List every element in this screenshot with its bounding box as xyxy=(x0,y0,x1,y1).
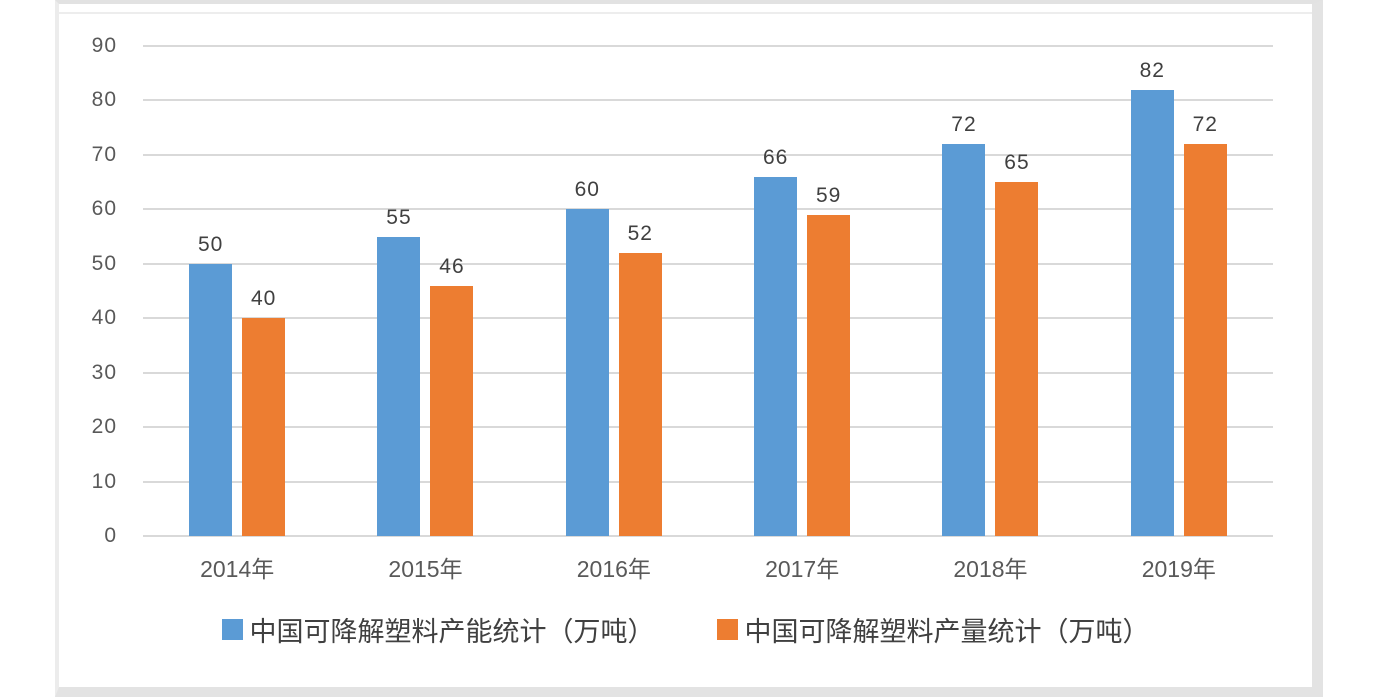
legend-item-series1: 中国可降解塑料产能统计（万吨） xyxy=(221,610,655,649)
x-tick-label: 2016年 xyxy=(576,556,651,582)
gridline-y40 xyxy=(143,317,1273,320)
x-axis: 2014年 2015年 2016年 2017年 2018年 2019年 xyxy=(143,550,1273,582)
plot-area: 50 40 55 46 60 52 66 59 72 65 82 72 xyxy=(143,45,1273,537)
y-tick-label: 70 xyxy=(91,142,117,166)
legend-item-series2: 中国可降解塑料产量统计（万吨） xyxy=(716,610,1150,649)
bar-value-label: 52 xyxy=(627,221,653,245)
chart-legend: 中国可降解塑料产能统计（万吨） 中国可降解塑料产量统计（万吨） xyxy=(59,606,1312,652)
bar-group-2017年: 66 59 xyxy=(708,46,896,536)
bar-value-label: 40 xyxy=(250,287,277,311)
bar-value-label: 65 xyxy=(1004,151,1030,175)
bar-value-label: 60 xyxy=(574,178,600,202)
y-axis: 0 10 20 30 40 50 60 70 80 90 xyxy=(59,34,117,547)
y-tick-label: 60 xyxy=(91,197,117,221)
legend-label: 中国可降解塑料产能统计（万吨） xyxy=(249,616,655,647)
bar-group-2014年: 50 40 xyxy=(143,46,331,536)
x-tick-label: 2019年 xyxy=(1141,556,1216,582)
bar-group-2019年: 82 72 xyxy=(1085,46,1273,536)
x-tick-label: 2014年 xyxy=(200,556,275,582)
gridline-y30 xyxy=(143,371,1273,374)
gridline-y70 xyxy=(143,153,1273,156)
legend-swatch-icon xyxy=(716,618,738,640)
bar-series1-2016年: 60 xyxy=(565,178,609,536)
bar-value-label: 66 xyxy=(762,145,789,169)
bar-group-2015年: 55 46 xyxy=(331,46,519,536)
bar-series1-2017年: 66 xyxy=(754,146,798,536)
gridline-y50 xyxy=(143,262,1273,265)
x-tick-label: 2017年 xyxy=(765,556,840,582)
y-tick-label: 30 xyxy=(91,360,117,384)
bar-series2-2014年: 40 xyxy=(242,287,286,536)
y-tick-label: 0 xyxy=(104,524,117,547)
bar-chart: 0 10 20 30 40 50 60 70 80 90 50 40 55 46 60 52 66 59 72 65… xyxy=(55,0,1323,697)
gridline-y80 xyxy=(143,99,1273,102)
bar-series2-2016年: 52 xyxy=(618,222,662,536)
bar-group-2018年: 72 65 xyxy=(896,46,1084,536)
y-tick-label: 90 xyxy=(91,34,117,57)
bar-series1-2015年: 55 xyxy=(377,206,421,536)
bar-groups: 50 40 55 46 60 52 66 59 72 65 82 72 xyxy=(143,46,1273,536)
bar-value-label: 72 xyxy=(951,113,977,136)
bar-series1-2019年: 82 xyxy=(1130,59,1174,536)
gridline-y10 xyxy=(143,480,1273,483)
bar-series1-2014年: 50 xyxy=(189,233,233,536)
bar-series2-2017年: 59 xyxy=(807,184,851,536)
bar-series1-2018年: 72 xyxy=(942,113,986,536)
legend-label: 中国可降解塑料产量统计（万吨） xyxy=(744,616,1150,647)
y-tick-label: 80 xyxy=(91,88,117,112)
y-tick-label: 10 xyxy=(91,469,117,493)
gridline-y60 xyxy=(143,208,1273,211)
gridline-y20 xyxy=(143,426,1273,429)
y-tick-label: 40 xyxy=(91,306,117,330)
bar-value-label: 72 xyxy=(1192,113,1218,136)
x-tick-label: 2018年 xyxy=(953,556,1028,582)
bar-series2-2018年: 65 xyxy=(995,151,1039,536)
bar-value-label: 82 xyxy=(1139,58,1165,82)
bar-value-label: 59 xyxy=(815,183,842,207)
y-tick-label: 50 xyxy=(91,251,117,275)
bar-value-label: 46 xyxy=(439,254,465,278)
gridline-y0 xyxy=(143,535,1273,537)
y-tick-label: 20 xyxy=(91,415,117,439)
bar-series2-2015年: 46 xyxy=(430,255,474,536)
frame-top-divider xyxy=(59,12,1312,14)
legend-swatch-icon xyxy=(221,618,243,640)
gridline-y90 xyxy=(143,45,1273,47)
bar-value-label: 50 xyxy=(197,232,224,256)
bar-series2-2019年: 72 xyxy=(1183,113,1227,536)
bar-group-2016年: 60 52 xyxy=(520,46,708,536)
bar-value-label: 55 xyxy=(386,205,412,229)
x-tick-label: 2015年 xyxy=(388,556,463,582)
